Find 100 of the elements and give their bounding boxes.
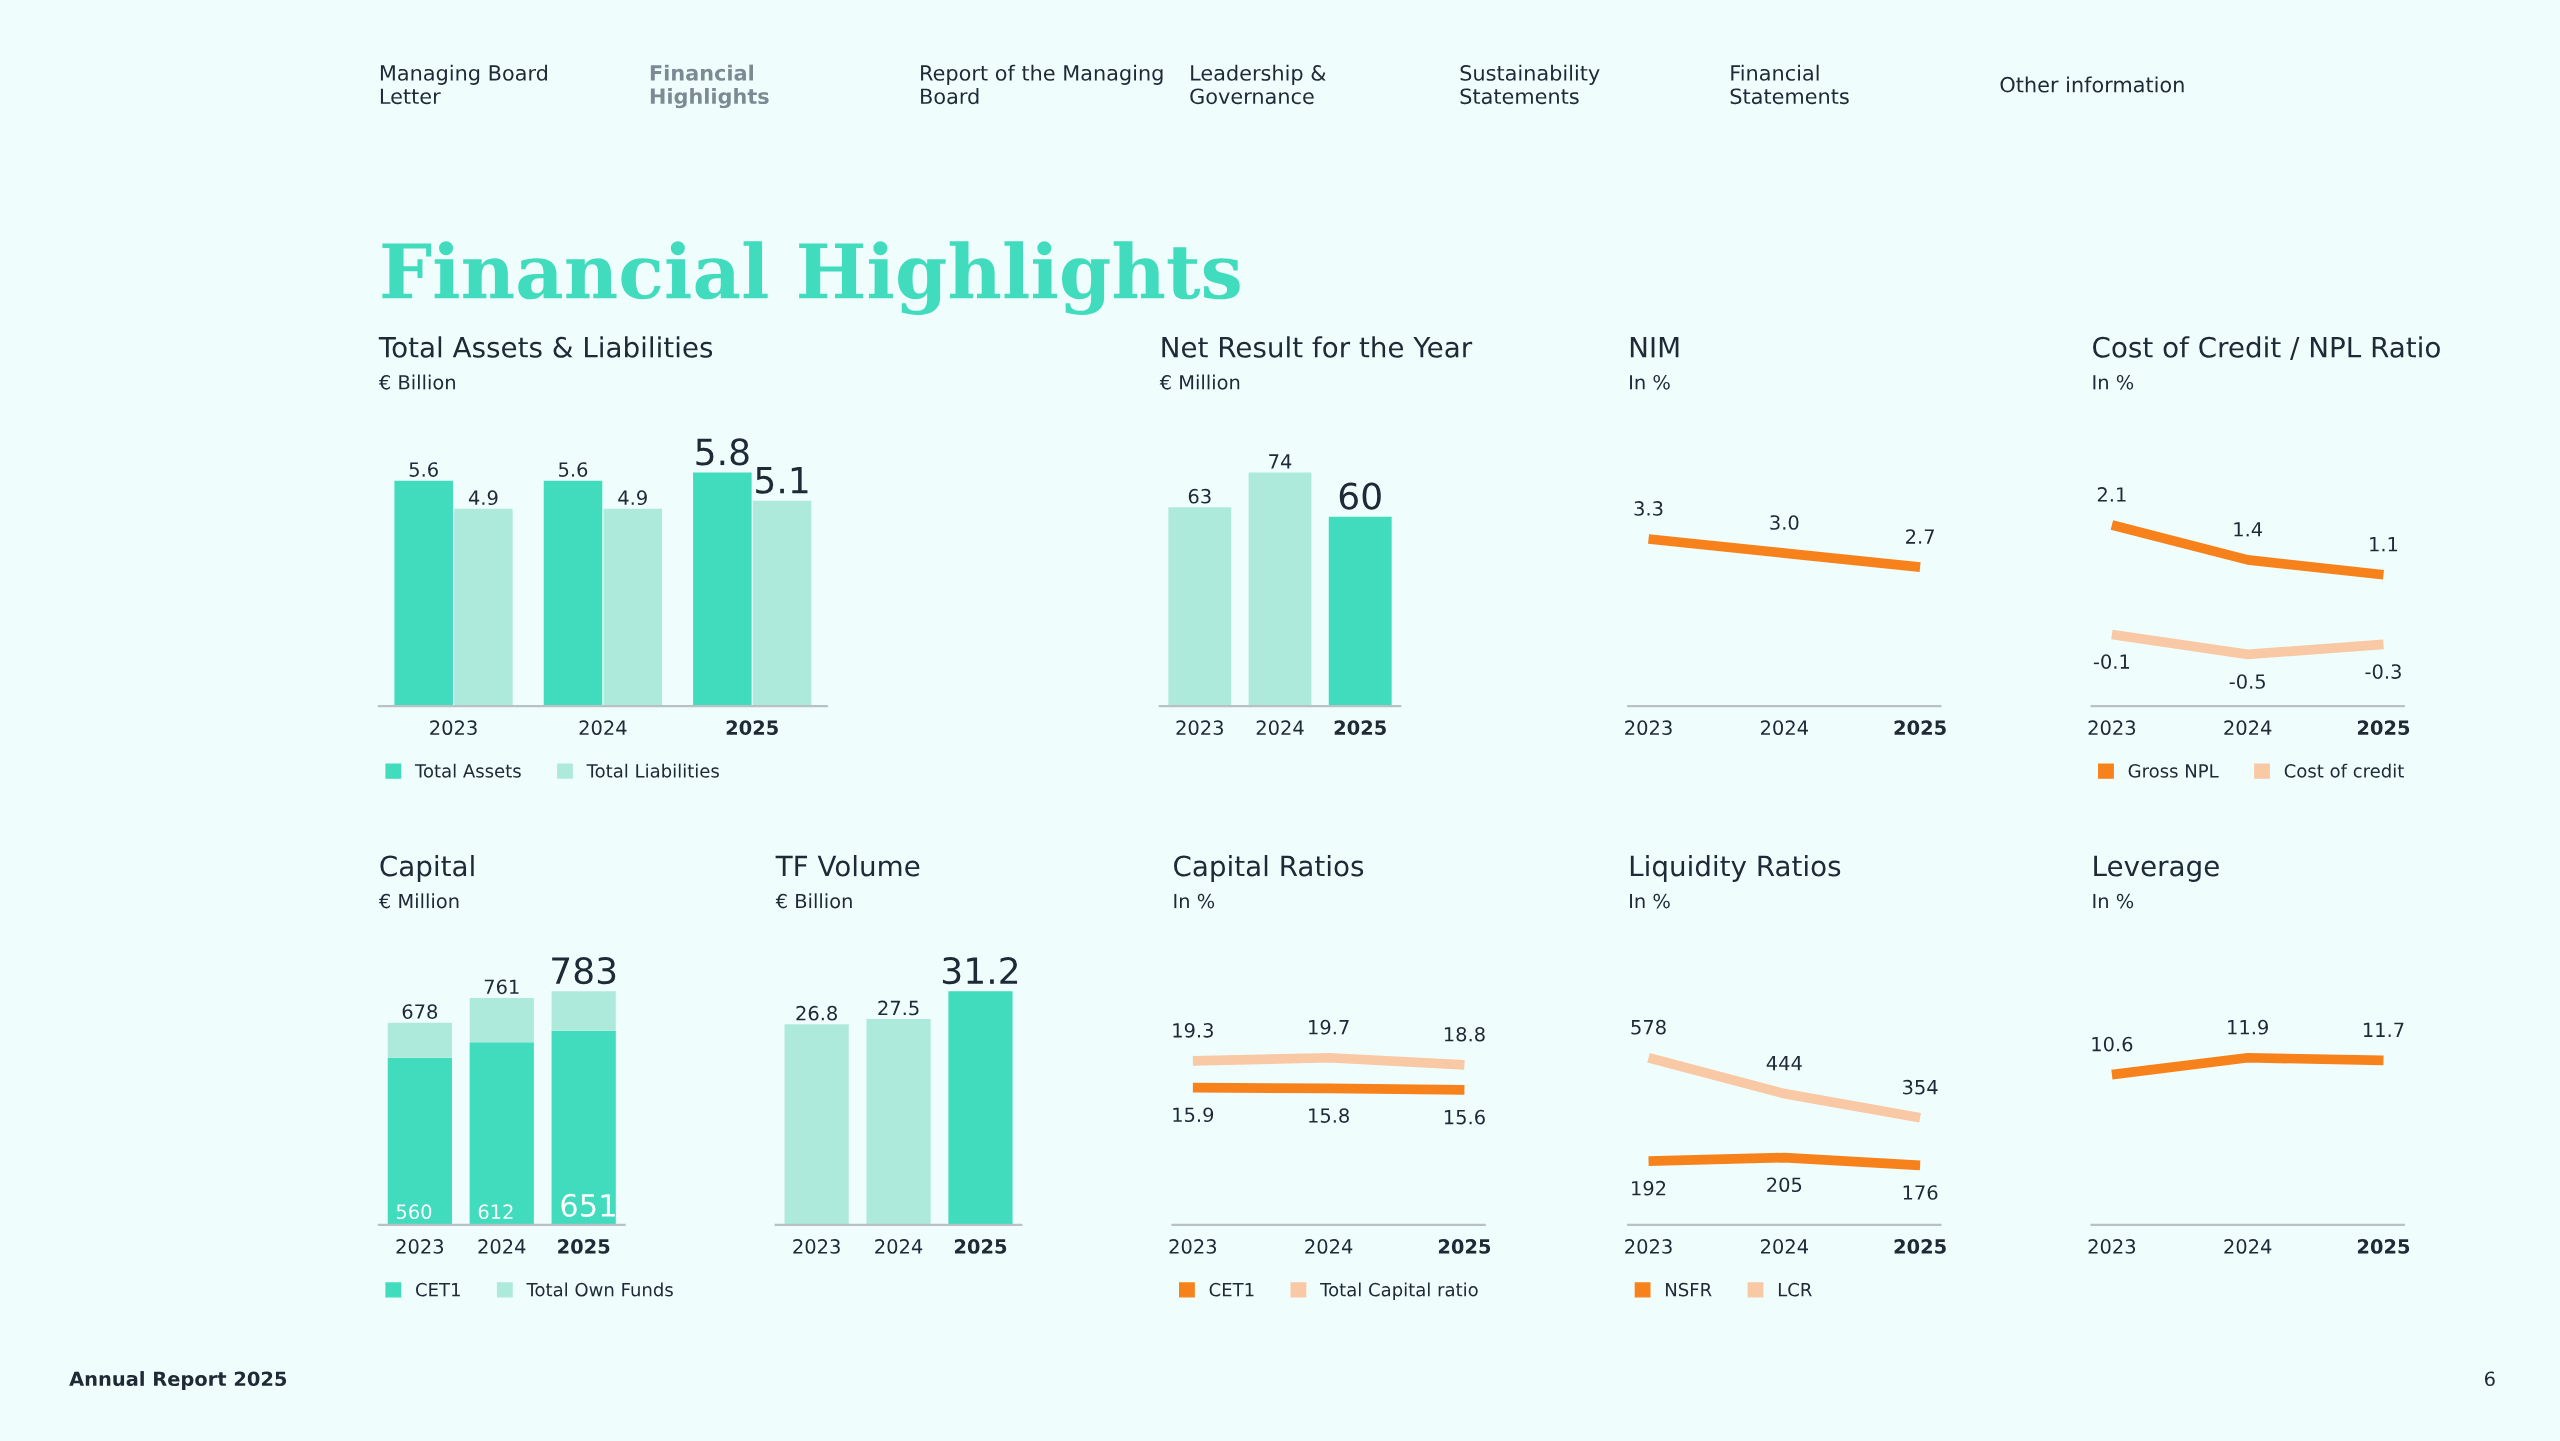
data-label: 3.0 [1770, 515, 1799, 530]
data-label: 5.6 [559, 462, 588, 477]
x-tick-label: 2024 [1761, 1239, 1808, 1254]
text: Financial Highlights [382, 241, 1240, 315]
x-tick-label: 2023 [430, 720, 477, 736]
data-label: 15.8 [1309, 1108, 1349, 1123]
data-label: 74 [1269, 454, 1292, 469]
legend-label: Cost of credit [2284, 763, 2404, 778]
legend-label: Total Liabilities [586, 763, 719, 778]
data-label: 11.9 [2228, 1019, 2268, 1035]
legend-label: Gross NPL [2128, 764, 2219, 778]
text: Leadership & Governance [1190, 64, 1326, 105]
bar [693, 472, 752, 707]
x-tick-label: 2025 [1894, 720, 1946, 736]
bar [603, 508, 663, 707]
text: Managing Board Letter [380, 64, 547, 105]
data-label: 3.3 [1634, 501, 1663, 516]
data-label: 19.3 [1173, 1022, 1213, 1038]
chart-subtitle: € Billion [378, 374, 455, 390]
x-tick-label: 2025 [1334, 720, 1386, 736]
x-tick-label: 2024 [1256, 720, 1304, 736]
data-label: 2.7 [1906, 529, 1934, 544]
x-tick-label: 2023 [1625, 1239, 1672, 1254]
data-label: 2.1 [2097, 487, 2126, 502]
bar [394, 480, 453, 707]
legend-label: Total Assets [414, 763, 521, 778]
text: Annual Report 2025 [69, 1371, 287, 1390]
total-label: 678 [402, 1004, 438, 1019]
bar [543, 480, 603, 707]
data-label: 176 [1903, 1185, 1938, 1200]
x-tick-label: 2025 [558, 1239, 610, 1254]
data-label: 205 [1767, 1177, 1802, 1193]
chart-subtitle: € Million [378, 893, 459, 909]
x-tick-label: 2023 [793, 1239, 840, 1254]
data-label: 612 [478, 1204, 513, 1220]
x-tick-label: 2025 [2357, 1239, 2410, 1254]
bar [387, 1022, 452, 1058]
data-label: 15.9 [1173, 1107, 1214, 1123]
x-tick-label: 2024 [1761, 720, 1808, 736]
chart-title: Cost of Credit / NPL Ratio [2093, 336, 2440, 360]
chart-subtitle: € Million [1159, 374, 1240, 390]
x-tick-label: 2025 [1894, 1239, 1946, 1254]
data-label: 444 [1766, 1055, 1802, 1071]
chart-subtitle: In % [1174, 893, 1215, 909]
data-label: 578 [1631, 1019, 1666, 1035]
x-tick-label: 2025 [726, 720, 778, 736]
x-tick-label: 2024 [2224, 720, 2272, 736]
data-label: 4.9 [468, 490, 498, 506]
text: Financial Statements [1730, 64, 1849, 105]
x-tick-label: 2023 [1169, 1239, 1217, 1254]
data-label: 560 [396, 1204, 432, 1220]
chart-subtitle: In % [1630, 374, 1670, 390]
x-tick-label: 2023 [2088, 1239, 2136, 1254]
data-label: 26.8 [796, 1005, 837, 1021]
chart-subtitle: In % [2093, 374, 2134, 390]
data-label: 1.4 [2234, 522, 2263, 537]
x-tick-label: 2024 [2224, 1239, 2272, 1254]
bar [752, 500, 812, 707]
bar [469, 1042, 534, 1225]
x-tick-label: 2024 [1305, 1239, 1353, 1254]
chart-title: Leverage [2094, 855, 2219, 882]
chart-subtitle: In % [1630, 893, 1670, 909]
data-label: 5.8 [696, 438, 749, 466]
data-label: 27.5 [878, 1000, 919, 1016]
chart-subtitle: € Billion [775, 893, 852, 909]
data-label: 5.1 [756, 466, 808, 494]
text: Other information [2000, 76, 2184, 93]
x-tick-label: 2023 [396, 1239, 444, 1254]
chart-title: TF Volume [775, 855, 920, 877]
legend-label: Total Capital ratio [1320, 1282, 1478, 1300]
x-tick-label: 2024 [478, 1239, 526, 1254]
x-tick-label: 2025 [1438, 1239, 1491, 1254]
chart-title: Capital [380, 855, 474, 882]
data-label: 651 [561, 1193, 615, 1217]
chart-title: NIM [1630, 337, 1679, 358]
chart-title: Liquidity Ratios [1630, 855, 1841, 882]
legend-label: NSFR [1666, 1282, 1712, 1297]
bar [454, 508, 513, 707]
data-label: -0.5 [2229, 674, 2265, 689]
data-label: 31.2 [943, 957, 1018, 985]
x-tick-label: 2025 [2357, 720, 2410, 736]
data-label: 4.9 [618, 490, 647, 506]
data-label: 10.6 [2092, 1036, 2133, 1052]
text: 6 [2484, 1371, 2495, 1387]
data-label: 15.6 [1444, 1109, 1485, 1125]
text: Financial Highlights [650, 64, 769, 109]
data-label: -0.3 [2365, 664, 2401, 679]
chart-subtitle: In % [2093, 893, 2134, 909]
total-label: 783 [552, 957, 616, 985]
x-tick-label: 2023 [1176, 720, 1223, 736]
data-label: 1.1 [2370, 537, 2398, 552]
data-label: -0.1 [2093, 654, 2130, 669]
text: Report of the Managing Board [921, 64, 1163, 105]
legend-label: CET1 [416, 1282, 460, 1297]
data-label: 11.7 [2363, 1022, 2404, 1037]
bar [551, 991, 616, 1031]
chart-title: Capital Ratios [1174, 855, 1364, 882]
data-label: 19.7 [1309, 1019, 1349, 1035]
data-label: 192 [1632, 1180, 1666, 1196]
legend-label: LCR [1778, 1282, 1812, 1297]
